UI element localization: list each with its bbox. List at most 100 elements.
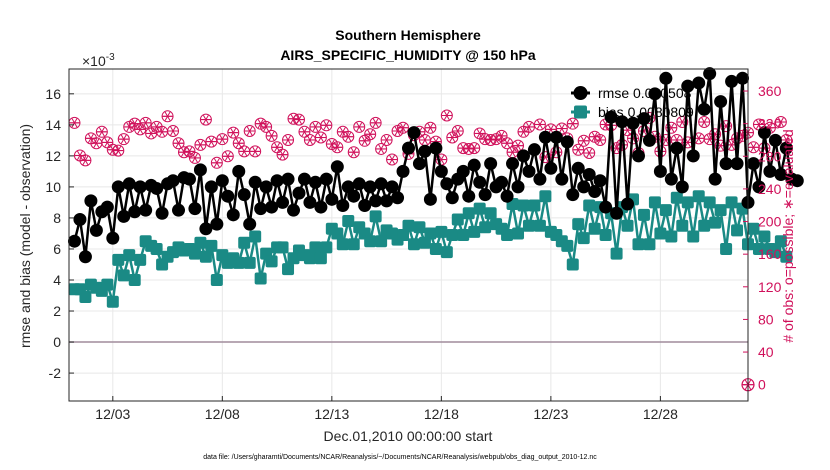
y2-tick-label: 200 [758,214,782,230]
rmse-point [610,206,624,220]
bias-point [457,229,470,241]
bias-point [413,221,426,234]
obs-possible-marker [79,154,92,167]
x-tick-label: 12/28 [643,406,678,422]
bias-point [238,236,251,249]
obs-possible-marker [364,128,377,141]
bias-point [539,190,552,203]
rmse-point [725,74,739,88]
y2-tick-label: 320 [758,116,782,132]
bias-point [117,269,130,282]
bias-point [188,247,201,260]
obs-evaluated-marker [496,131,507,141]
obs-possible-marker [320,119,333,132]
rmse-point [182,172,196,186]
obs-possible-marker [194,138,207,151]
obs-evaluated-marker [239,146,250,156]
rmse-point [538,130,552,144]
rmse-point [621,197,635,211]
obs-evaluated-marker [381,135,392,145]
bias-point [703,196,716,209]
rmse-point [484,157,498,171]
rmse-point [555,172,569,186]
axis-ticks: -2 0 2 4 6 8 10 12 14 16 12/03 12/08 12/13 12/18 12/23… [45,83,781,422]
obs-evaluated-marker [288,114,299,124]
bias-point [747,222,760,235]
rmse-point [265,200,279,214]
rmse-point [281,172,295,186]
legend: rmse 0.010508 bias 0.0080809 [571,85,694,120]
rmse-point [571,161,585,175]
legend-bias-marker [574,105,587,119]
obs-possible-marker [375,142,388,155]
x-tick-label: 12/03 [95,406,130,422]
bias-point [369,210,382,223]
y-tick-label: 6 [53,241,61,257]
rmse-point [106,231,120,245]
obs-possible-marker [709,128,722,141]
rmse-point [325,192,339,206]
rmse-point [467,158,481,172]
bias-point [610,247,623,260]
bias-point [670,191,683,204]
rmse-point [347,189,361,203]
bias-point [512,227,525,240]
obs-evaluated-marker [244,126,255,136]
rmse-point [495,175,509,189]
bias-point [583,199,596,212]
rmse-point [511,180,525,194]
rmse-point [774,167,788,181]
obs-evaluated-marker [74,150,85,161]
rmse-point [374,177,388,191]
bias-point [752,242,765,255]
bias-point [282,263,295,276]
bias-point [265,255,278,268]
rmse-point [500,189,514,203]
rmse-point [150,181,164,195]
rmse-point [221,189,235,203]
rmse-series [67,67,804,264]
rmse-point [89,223,103,237]
obs-evaluated-marker [332,142,343,152]
obs-possible-marker [698,116,711,129]
bias-point [249,230,262,243]
obs-possible-marker [314,131,327,144]
y-tick-label: 0 [53,334,61,350]
bias-point [774,235,787,248]
x-tick-label: 12/13 [314,406,349,422]
obs-possible-marker [172,137,185,150]
obs-evaluated-marker [140,118,151,128]
bias-point [758,230,771,243]
exponent-base: ×10 [82,53,106,69]
bias-point [451,213,464,226]
obs-evaluated-marker [452,126,463,136]
obs-evaluated-marker [321,120,332,130]
obs-possible-marker [397,121,410,134]
rmse-point [462,189,476,203]
obs-possible-marker [199,113,212,126]
y2-axis-label: # of obs: o=possible; ∗=evaluated [780,129,796,342]
rmse-point [248,175,262,189]
rmse-point [243,217,257,231]
y-tick-label: 10 [45,179,61,195]
obs-evaluated-marker [775,117,786,127]
obs-possible-marker [347,146,360,159]
chart-subtitle: AIRS_SPECIFIC_HUMIDITY @ 150 hPa [280,47,536,63]
bias-point [402,219,415,232]
bias-point [692,190,705,203]
bias-point [528,199,541,212]
y-tick-label: 8 [53,210,61,226]
rmse-point [369,194,383,208]
obs-possible-marker [221,150,234,163]
rmse-point [155,206,169,220]
bias-point [501,229,514,241]
obs-possible-marker [539,151,552,164]
bias-point [254,272,267,285]
obs-evaluated-marker [502,138,513,148]
obs-evaluated-marker [578,136,589,146]
rmse-point [648,87,662,101]
obs-possible-marker [594,133,607,146]
obs-evaluated-marker [425,123,436,133]
obs-evaluated-marker [135,124,146,134]
